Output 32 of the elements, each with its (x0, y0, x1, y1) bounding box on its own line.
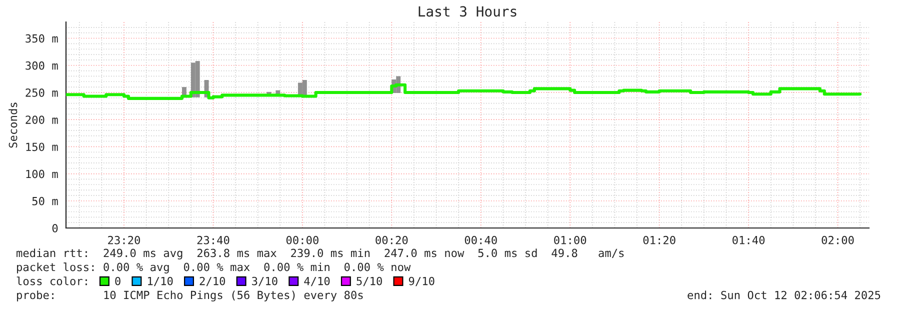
legend-label: 1/10 (148, 276, 173, 286)
legend-title: loss color: (16, 276, 87, 286)
chart-title: Last 3 Hours (418, 6, 516, 17)
legend-label: 4/10 (304, 276, 330, 286)
legend-label: 5/10 (356, 276, 382, 286)
y-tick-label: 0 (52, 224, 58, 232)
x-tick-label: 01:00 (554, 236, 586, 244)
y-tick-label: 200 m (26, 116, 58, 124)
y-tick-label: 100 m (26, 170, 58, 178)
legend-label: 9/10 (408, 276, 434, 286)
x-tick-label: 01:40 (732, 236, 765, 244)
x-tick-label: 02:00 (822, 236, 854, 244)
x-tick-label: 01:20 (643, 236, 676, 244)
legend-label: 0 (115, 276, 120, 286)
text: median rtt: 249.0 ms avg 263.8 ms max 239.0 ms min 247.0 ms now 5.0 ms sd 49.8 am/s (16, 248, 624, 260)
bar (195, 61, 200, 98)
x-tick-label: 00:20 (376, 236, 408, 244)
text: packet loss: 0.00 % avg 0.00 % max 0.00 % min 0.00 % now (17, 262, 411, 274)
y-tick-label: 250 m (26, 88, 58, 97)
x-tick-label: 00:40 (464, 236, 497, 244)
y-tick-label: 50 m (32, 196, 58, 206)
legend-label: 3/10 (252, 276, 278, 286)
y-axis-title: Seconds (8, 102, 18, 148)
y-tick-label: 300 m (26, 61, 58, 70)
x-tick-label: 00:00 (286, 236, 318, 244)
legend-label: 2/10 (200, 276, 226, 286)
y-tick-label: 350 m (26, 34, 58, 43)
x-tick-label: 23:20 (108, 236, 140, 244)
text: end: Sun Oct 12 02:06:54 2025 (688, 290, 880, 300)
x-tick-label: 23:40 (197, 236, 230, 244)
y-tick-label: 150 m (26, 142, 58, 152)
text: probe: 10 ICMP Echo Pings (56 Bytes) every 80s (17, 290, 363, 302)
